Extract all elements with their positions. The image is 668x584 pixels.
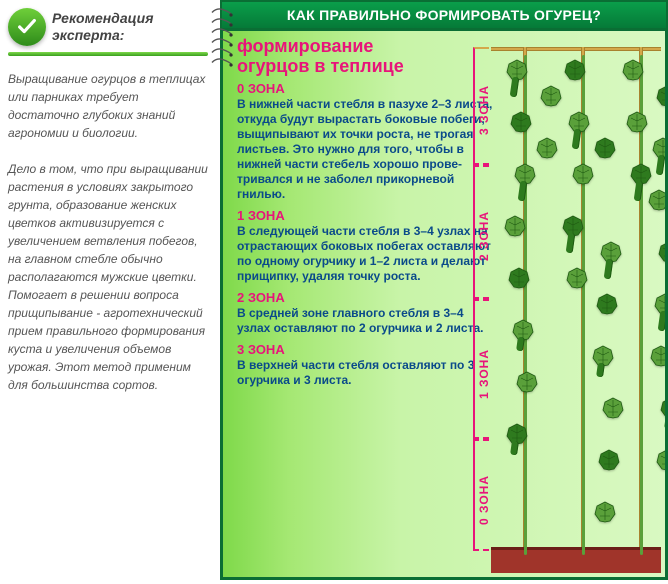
- leaf-icon: [601, 397, 625, 419]
- leaf-icon: [659, 397, 668, 419]
- plant-diagram: 3 ЗОНА2 ЗОНА1 ЗОНА0 ЗОНА: [491, 35, 661, 573]
- header-row: Рекомендация эксперта:: [8, 8, 208, 46]
- leaf-icon: [509, 111, 533, 133]
- left-column: Рекомендация эксперта: Выращивание огурц…: [0, 0, 220, 584]
- spiral-ring: [210, 58, 234, 67]
- right-column: КАК ПРАВИЛЬНО ФОРМИРОВАТЬ ОГУРЕЦ? формир…: [220, 0, 668, 584]
- leaf-icon: [655, 449, 668, 471]
- leaf-icon: [655, 85, 668, 107]
- leaf-icon: [593, 137, 617, 159]
- spiral-ring: [210, 48, 234, 57]
- leaf-icon: [597, 449, 621, 471]
- infographic-frame: формирование огурцов в теплице 0 ЗОНАВ н…: [220, 28, 668, 580]
- zone-label: 1 ЗОНА: [477, 349, 491, 399]
- zone-block: 3 ЗОНАВ верхней части стебля оставляют п…: [223, 342, 493, 394]
- spiral-ring: [210, 18, 234, 27]
- cucumber-icon: [664, 415, 668, 430]
- spiral-binding: [210, 8, 234, 67]
- leaf-icon: [515, 371, 539, 393]
- leaf-icon: [625, 111, 649, 133]
- zone-heading: 0 ЗОНА: [237, 81, 493, 96]
- title-line-2: огурцов в теплице: [237, 56, 404, 76]
- leaf-icon: [503, 215, 527, 237]
- leaf-icon: [563, 59, 587, 81]
- page-root: Рекомендация эксперта: Выращивание огурц…: [0, 0, 668, 584]
- top-wire: [491, 47, 661, 51]
- title-line-1: формирование: [237, 36, 373, 56]
- intro-paragraph-1: Выращивание огурцов в теплицах или парни…: [8, 70, 208, 142]
- intro-paragraph-2: Дело в том, что при выращивании растения…: [8, 160, 208, 394]
- leaf-icon: [593, 501, 617, 523]
- leaf-icon: [595, 293, 619, 315]
- title-bar: КАК ПРАВИЛЬНО ФОРМИРОВАТЬ ОГУРЕЦ?: [220, 0, 668, 28]
- leaf-icon: [507, 267, 531, 289]
- cucumber-icon: [658, 311, 668, 332]
- zone-body: В нижней части стебля в пазухе 2–3 листа…: [237, 97, 493, 202]
- leaf-icon: [535, 137, 559, 159]
- leaf-icon: [621, 59, 645, 81]
- check-icon: [8, 8, 46, 46]
- leaf-icon: [565, 267, 589, 289]
- leaf-icon: [647, 189, 668, 211]
- leaf-icon: [539, 85, 563, 107]
- zone-block: 2 ЗОНАВ средней зоне главно­го стебля в …: [223, 290, 493, 342]
- zone-body: В следующей части стебля в 3–4 узлах на …: [237, 224, 493, 284]
- zone-body: В средней зоне главно­го стебля в 3–4 уз…: [237, 306, 493, 336]
- zone-label: 3 ЗОНА: [477, 85, 491, 135]
- zone-heading: 3 ЗОНА: [237, 342, 493, 357]
- zone-label: 0 ЗОНА: [477, 475, 491, 525]
- recommendation-title: Рекомендация эксперта:: [52, 10, 208, 44]
- zone-heading: 2 ЗОНА: [237, 290, 493, 305]
- zone-label: 2 ЗОНА: [477, 211, 491, 261]
- leaf-icon: [571, 163, 595, 185]
- spiral-ring: [210, 38, 234, 47]
- leaf-icon: [649, 345, 668, 367]
- spiral-ring: [210, 28, 234, 37]
- spiral-ring: [210, 8, 234, 17]
- zone-body: В верхней части стебля оставляют по 3 ог…: [237, 358, 493, 388]
- zone-block: 1 ЗОНАВ следующей части стебля в 3–4 узл…: [223, 208, 493, 290]
- leaf-icon: [657, 241, 668, 263]
- soil: [491, 547, 661, 573]
- zone-heading: 1 ЗОНА: [237, 208, 493, 223]
- divider: [8, 52, 208, 56]
- zone-block: 0 ЗОНАВ нижней части стебля в пазухе 2–3…: [223, 81, 493, 208]
